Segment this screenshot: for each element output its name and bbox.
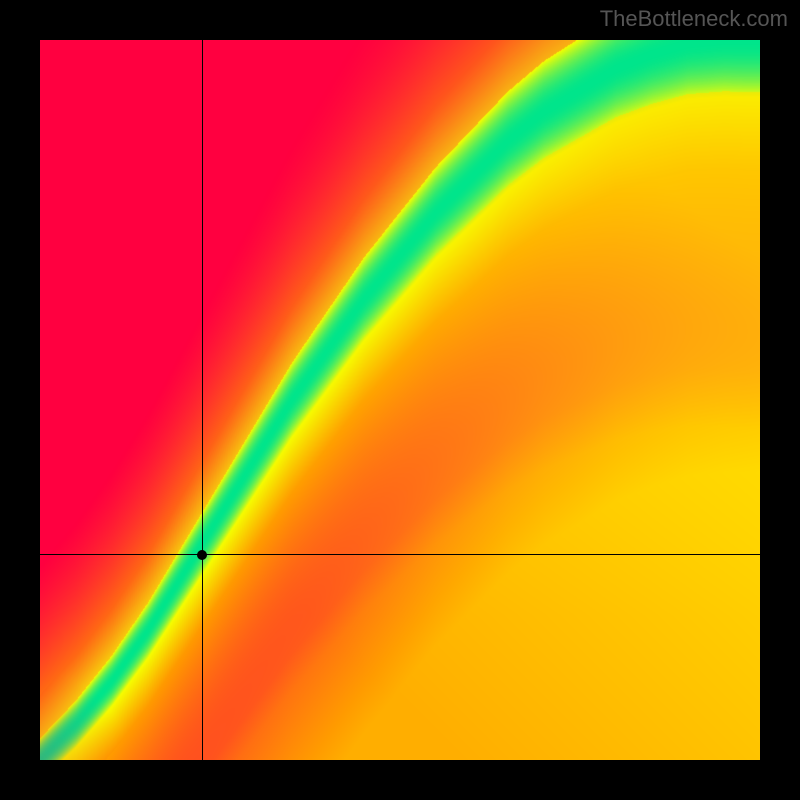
- crosshair-vertical: [202, 40, 203, 760]
- chart-container: TheBottleneck.com: [0, 0, 800, 800]
- crosshair-marker: [197, 550, 207, 560]
- heatmap-plot-area: [40, 40, 760, 760]
- heatmap-canvas: [40, 40, 760, 760]
- crosshair-horizontal: [40, 554, 760, 555]
- watermark-text: TheBottleneck.com: [600, 6, 788, 32]
